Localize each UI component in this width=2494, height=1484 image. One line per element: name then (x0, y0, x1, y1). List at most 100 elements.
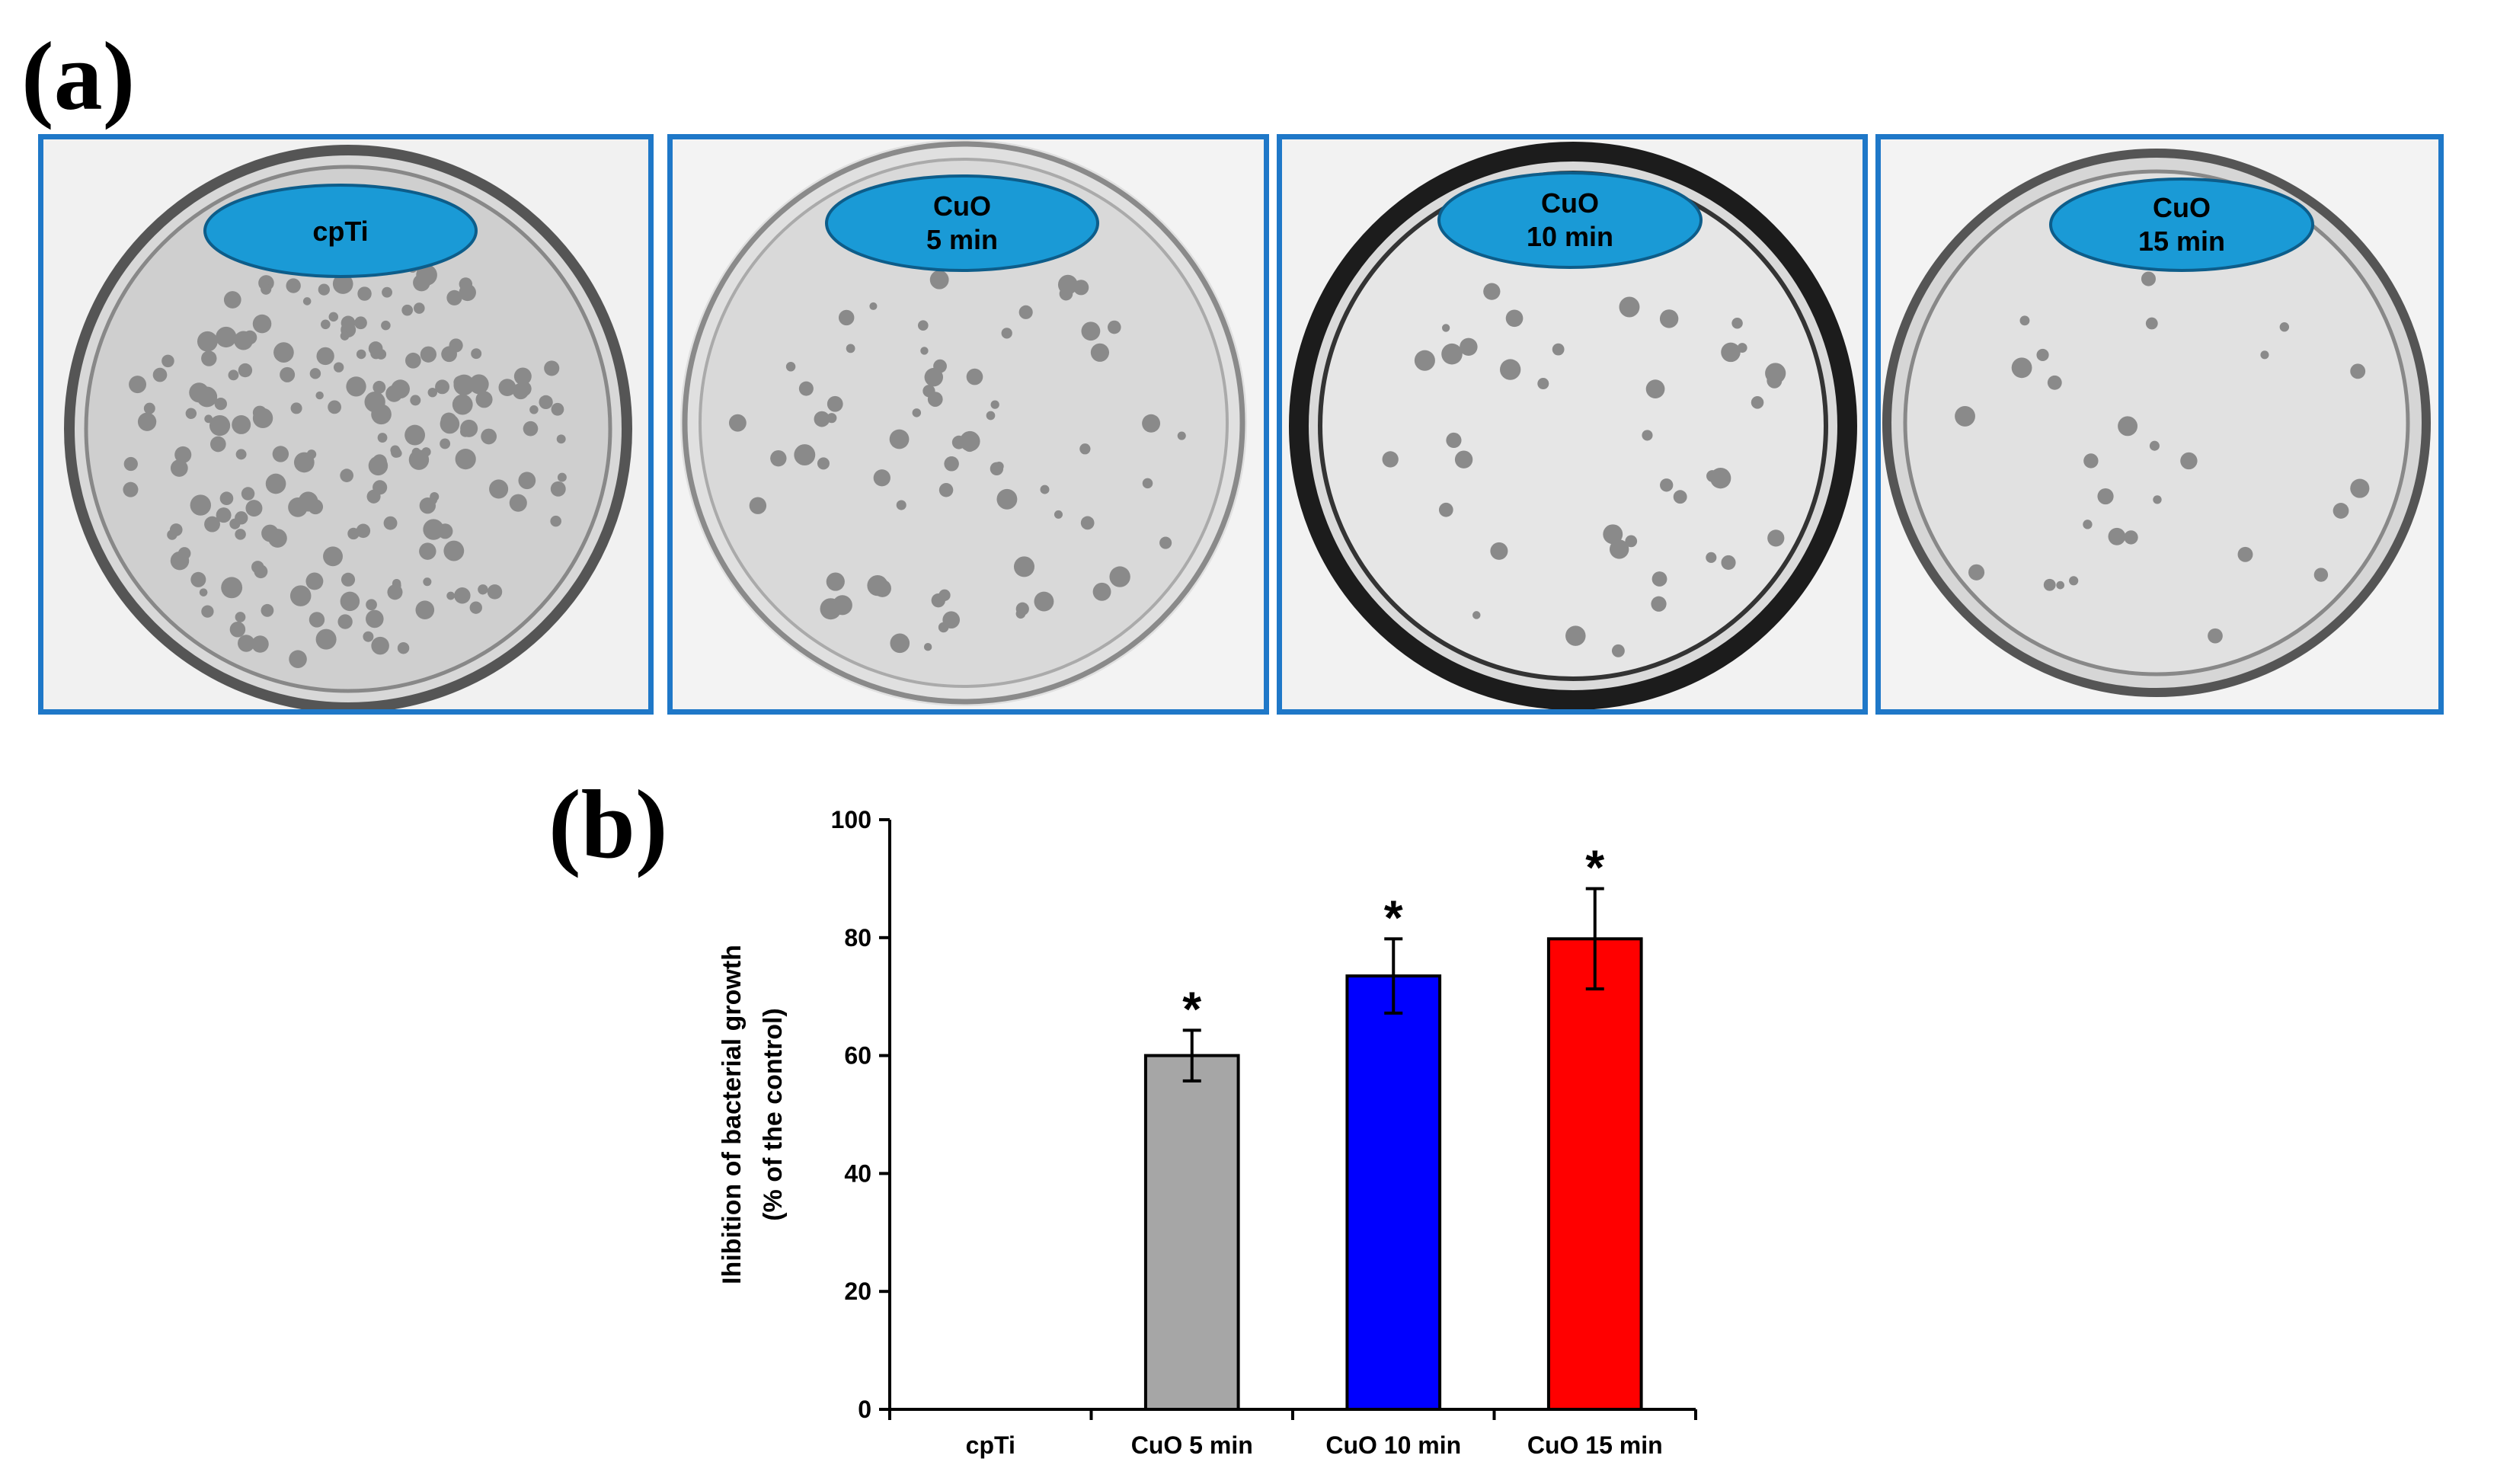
bacterial-colony (1460, 337, 1478, 357)
bacterial-colony (332, 273, 353, 294)
bacterial-colony (229, 621, 246, 638)
bacterial-colony (305, 572, 324, 590)
bacterial-colony (942, 611, 961, 629)
bacterial-colony (1081, 321, 1101, 341)
bacterial-colony (1642, 430, 1653, 441)
bacterial-colony (1142, 414, 1161, 433)
bacterial-colony (298, 491, 318, 512)
bacterial-colony (337, 614, 353, 629)
bacterial-colony (1108, 320, 1121, 334)
bacterial-colony (481, 428, 497, 445)
sample-label-ellipse (825, 174, 1099, 272)
bacterial-colony (890, 633, 910, 654)
bar-cuo-10-min (1345, 974, 1442, 1411)
bacterial-colony (1054, 510, 1063, 519)
bacterial-colony (869, 302, 878, 310)
bacterial-colony (2036, 348, 2049, 362)
bacterial-colony (309, 612, 325, 628)
bacterial-colony (1382, 451, 1399, 468)
bacterial-colony (210, 436, 226, 453)
petri-dish: cpTi (43, 139, 648, 709)
bar-cuo-15-min (1546, 937, 1643, 1411)
bacterial-colony (341, 315, 356, 331)
bacterial-colony (1751, 396, 1764, 409)
bacterial-colony (229, 518, 241, 529)
bacterial-colony (2313, 568, 2329, 582)
y-tick-label: 40 (844, 1159, 871, 1187)
error-bar (1585, 887, 1604, 991)
bacterial-colony (2141, 271, 2156, 286)
bacterial-colony (123, 456, 138, 472)
bacterial-colony (1721, 555, 1736, 571)
bacterial-colony (443, 540, 465, 561)
plate-label-line1: CuO (2153, 192, 2211, 223)
bacterial-colony (556, 434, 566, 444)
bacterial-colony (201, 350, 217, 366)
bacterial-colony (1034, 591, 1054, 612)
bacterial-colony (219, 491, 234, 506)
bacterial-colony (529, 405, 539, 414)
significance-asterisk: * (1585, 840, 1604, 895)
bacterial-colony (498, 379, 516, 397)
bacterial-colony (1737, 343, 1747, 353)
bacterial-colony (557, 472, 567, 482)
bacterial-colony (2145, 317, 2158, 330)
bacterial-colony (1109, 566, 1130, 587)
bacterial-colony (544, 360, 560, 376)
bacterial-colony (896, 500, 906, 510)
bacterial-colony (446, 591, 456, 600)
bacterial-colony (404, 424, 426, 446)
bacterial-colony (938, 589, 951, 602)
bacterial-colony (306, 449, 317, 459)
bacterial-colony (272, 446, 289, 462)
bacterial-colony (523, 421, 539, 437)
bacterial-colony (2149, 440, 2160, 451)
bacterial-colony (996, 488, 1018, 510)
bacterial-colony (1013, 556, 1035, 577)
bacterial-colony (371, 636, 389, 655)
bacterial-colony (2047, 375, 2062, 390)
bacterial-colony (1731, 318, 1743, 329)
bacterial-colony (1710, 467, 1731, 489)
bacterial-colony (185, 408, 197, 419)
bacterial-colony (209, 415, 231, 437)
bacterial-colony (1079, 443, 1091, 455)
bacterial-colony (366, 609, 384, 628)
bacterial-colony (230, 299, 239, 308)
bacterial-colony (453, 374, 475, 396)
plate-photo-cpti: cpTi (38, 134, 654, 715)
bacterial-colony (2260, 350, 2269, 360)
bacterial-colony (309, 368, 321, 379)
bacterial-colony (2279, 322, 2290, 332)
bar-cuo-5-min (1143, 1054, 1240, 1411)
bacterial-colony (1552, 343, 1565, 356)
plate-photo-cuo-10min: CuO 10 min (1277, 134, 1868, 715)
y-axis-title-line1: Ihibition of bacterial growth (718, 945, 747, 1284)
bacterial-colony (381, 320, 391, 331)
bacterial-colony (2097, 488, 2114, 505)
bacterial-colony (363, 631, 374, 642)
bacterial-colony (1472, 611, 1481, 619)
bacterial-colony (454, 587, 471, 604)
bacterial-colony (129, 376, 147, 394)
bacterial-colony (199, 588, 208, 596)
bacterial-colony (814, 411, 830, 427)
bacterial-colony (323, 546, 343, 567)
bacterial-colony (468, 374, 489, 395)
y-tick-label: 20 (844, 1278, 871, 1305)
plate-label-line1: CuO (933, 190, 991, 222)
bacterial-colony (341, 572, 356, 587)
error-bar (1384, 937, 1403, 1015)
bacterial-colony (321, 319, 331, 330)
bacterial-colony (328, 312, 339, 322)
bacterial-colony (245, 500, 263, 517)
bacterial-colony (944, 456, 959, 472)
bacterial-colony (368, 456, 388, 476)
bacterial-colony (1454, 450, 1473, 469)
bacterial-colony (354, 316, 367, 330)
bacterial-colony (441, 346, 457, 363)
bacterial-colony (251, 635, 269, 653)
bacterial-colony (920, 347, 929, 355)
x-category-label: CuO 10 min (1325, 1431, 1461, 1459)
bacterial-colony (460, 426, 472, 437)
